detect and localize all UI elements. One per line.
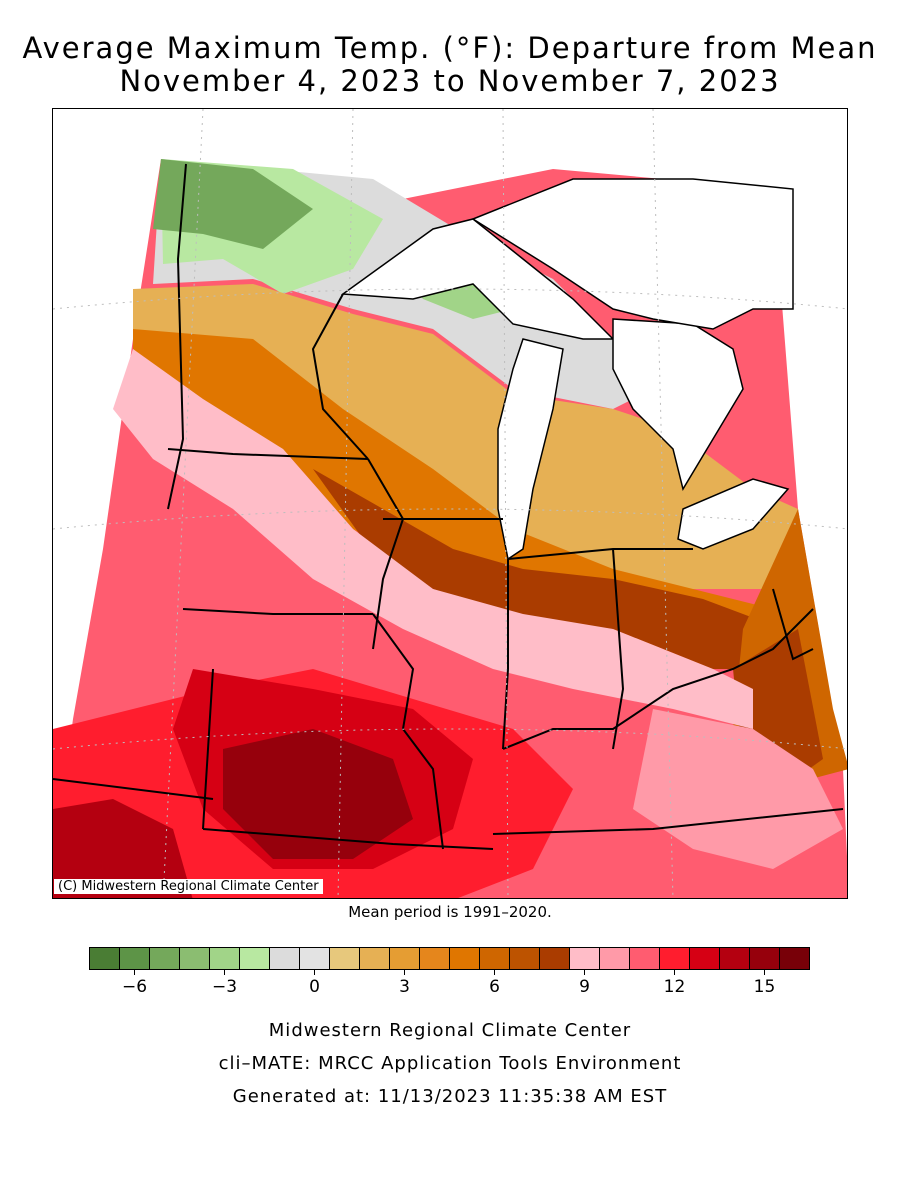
border-oh-pa — [772, 588, 814, 661]
map-date-range: November 4, 2023 to November 7, 2023 — [119, 64, 781, 98]
legend-swatches — [89, 947, 810, 970]
legend-swatch — [389, 947, 420, 970]
border-il-in — [502, 559, 509, 750]
legend-swatch — [359, 947, 390, 970]
legend-ticks: −6 −3 0 3 6 9 12 15 — [122, 969, 776, 997]
legend-swatch — [239, 947, 270, 970]
footer-tool-name: cli–MATE: MRCC Application Tools Environ… — [218, 1053, 682, 1074]
legend-swatch — [449, 947, 480, 970]
legend-swatch — [149, 947, 180, 970]
footer-organization: Midwestern Regional Climate Center — [268, 1020, 632, 1041]
legend-swatch — [179, 947, 210, 970]
footer-generated-time: Generated at: 11/13/2023 11:35:38 AM EST — [232, 1086, 668, 1107]
great-lakes — [340, 178, 794, 561]
anomaly-band-orange-1 — [133, 284, 813, 609]
legend-swatch — [419, 947, 450, 970]
lake-huron — [612, 318, 744, 491]
legend-swatch — [629, 947, 660, 970]
legend-swatch — [269, 947, 300, 970]
legend-tick-label: 0 — [309, 977, 320, 997]
border-mn-wi — [311, 293, 369, 460]
legend-tick-label: 9 — [579, 977, 590, 997]
legend-swatch — [479, 947, 510, 970]
legend-swatch — [119, 947, 150, 970]
anomaly-band-cold-3 — [153, 159, 313, 249]
border-ks-mo — [202, 668, 214, 830]
legend-tick-label: 3 — [399, 977, 410, 997]
border-mo-ar — [202, 828, 494, 850]
border-in-oh — [612, 548, 625, 750]
map-graphic — [53, 109, 847, 898]
legend-swatch — [599, 947, 630, 970]
legend-swatch — [689, 947, 720, 970]
legend-tick-label: −6 — [122, 977, 147, 997]
ontario-land — [471, 178, 794, 330]
border-mn-ia — [167, 448, 369, 460]
legend-tick-label: 6 — [489, 977, 500, 997]
border-mn-west — [167, 163, 187, 510]
legend-swatch — [659, 947, 690, 970]
lake-michigan — [497, 338, 564, 561]
copyright-label: (C) Midwestern Regional Climate Center — [54, 879, 323, 894]
legend-swatch — [779, 947, 810, 970]
map-title: Average Maximum Temp. (°F): Departure fr… — [22, 31, 878, 65]
legend-swatch — [569, 947, 600, 970]
legend-swatch — [509, 947, 540, 970]
legend-swatch — [89, 947, 120, 970]
anomaly-band-orange-3 — [313, 469, 798, 669]
anomaly-band-pink-south — [633, 709, 843, 869]
border-ia-mo — [182, 608, 373, 615]
legend-tick-label: 12 — [664, 977, 686, 997]
border-ky-tn — [492, 808, 844, 835]
legend-swatch — [329, 947, 360, 970]
lake-erie — [677, 478, 790, 550]
anomaly-band-pink — [113, 349, 753, 729]
legend-swatch — [299, 947, 330, 970]
legend-swatch — [749, 947, 780, 970]
border-ohio-river — [502, 608, 814, 750]
border-ia-wi-il — [367, 458, 405, 650]
mean-period-note: Mean period is 1991–2020. — [348, 903, 552, 921]
color-legend: −6 −3 0 3 6 9 12 15 — [89, 947, 810, 997]
border-ne-ks — [53, 778, 214, 800]
legend-swatch — [209, 947, 240, 970]
border-mi-in-oh — [507, 548, 693, 560]
anomaly-band-red-4 — [53, 799, 193, 898]
anomaly-band-red-3 — [223, 729, 413, 859]
legend-tick-label: 15 — [754, 977, 776, 997]
legend-tick-label: −3 — [212, 977, 237, 997]
temperature-departure-map — [52, 108, 848, 899]
graticule — [53, 109, 847, 898]
legend-swatch — [719, 947, 750, 970]
legend-swatch — [539, 947, 570, 970]
